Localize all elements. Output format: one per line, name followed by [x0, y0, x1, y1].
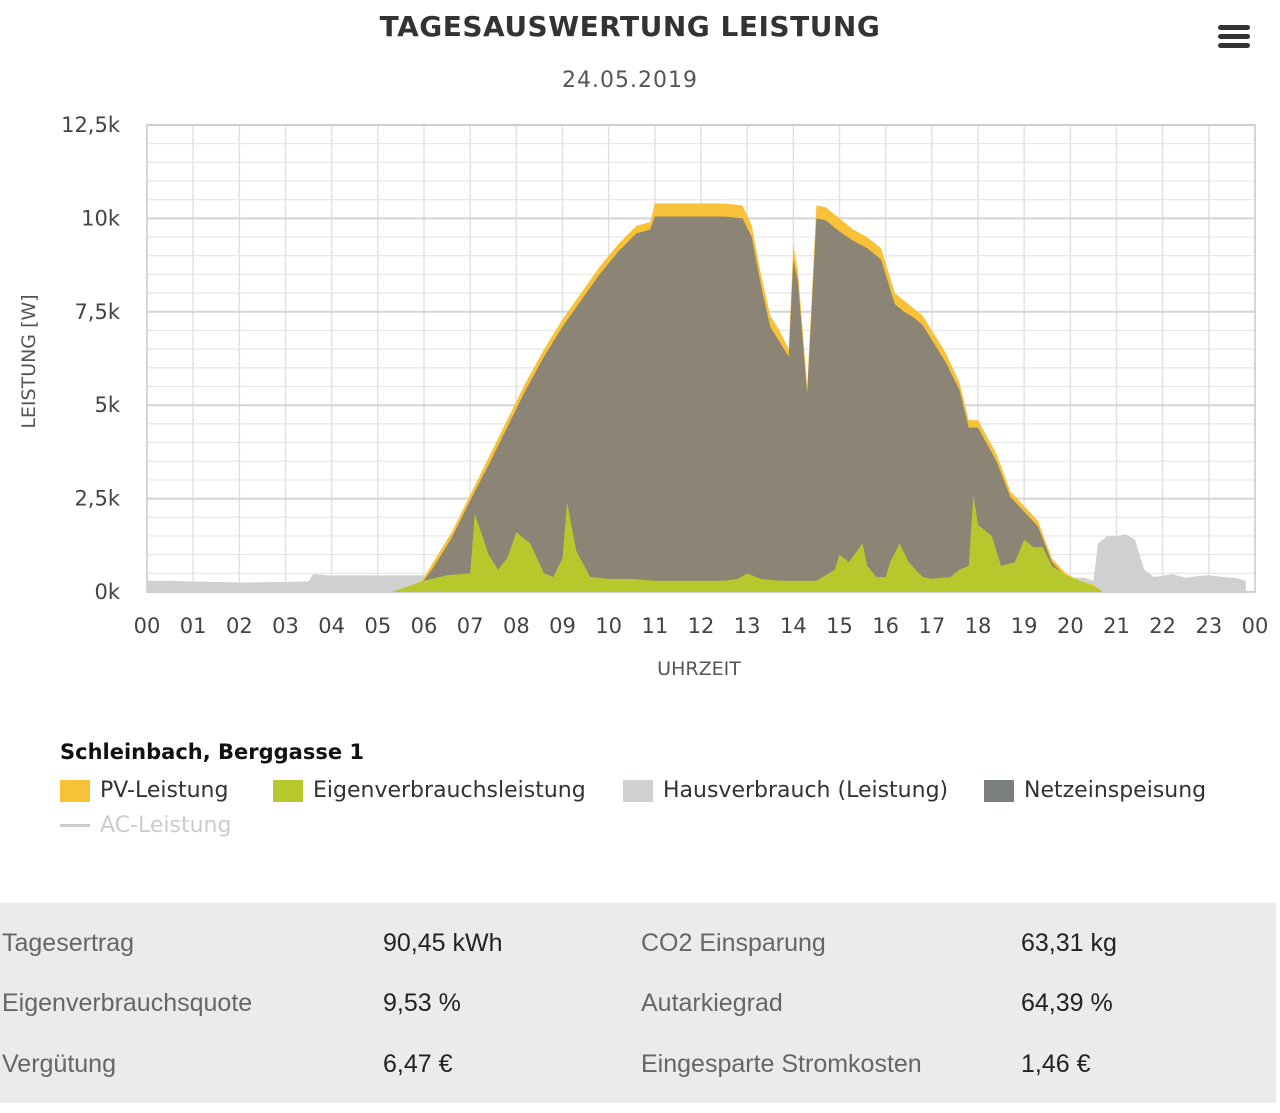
- x-tick-label: 23: [1195, 614, 1222, 638]
- area-eigenverbrauchsleistung: [391, 494, 1103, 592]
- x-tick-label: 04: [318, 614, 345, 638]
- x-tick-label: 10: [595, 614, 622, 638]
- stat-value-eigenverbrauchsquote: 9,53 %: [383, 989, 461, 1017]
- x-tick-label: 01: [180, 614, 207, 638]
- legend-swatch-hausverbrauch: [623, 779, 653, 802]
- legend-item-pv[interactable]: PV-Leistung: [60, 778, 228, 803]
- stat-value-autarkiegrad: 64,39 %: [1021, 989, 1113, 1017]
- x-tick-label: 14: [780, 614, 807, 638]
- x-tick-label: 13: [734, 614, 761, 638]
- legend-swatch-ac-leistung: [60, 824, 90, 827]
- legend-item-ac-leistung[interactable]: AC-Leistung: [60, 813, 231, 838]
- x-tick-label: 22: [1149, 614, 1176, 638]
- y-tick-label: 7,5k: [74, 300, 120, 324]
- legend-group-title: Schleinbach, Berggasse 1: [60, 740, 365, 764]
- x-tick-label: 11: [641, 614, 668, 638]
- legend-label-netzeinspeisung: Netzeinspeisung: [1024, 778, 1207, 803]
- stat-row: Vergütung 6,47 € Eingesparte Stromkosten…: [0, 1034, 1276, 1094]
- y-tick-label: 12,5k: [61, 113, 121, 137]
- hamburger-menu-icon[interactable]: [1212, 18, 1256, 58]
- chart-axes: 00 01 02 03 04 05 06 07 08 09 10 11 12 13 14 15 16 17 18 19…: [61, 113, 1268, 638]
- x-tick-label: 17: [918, 614, 945, 638]
- stat-label-verguetung: Vergütung: [2, 1050, 116, 1078]
- legend-swatch-eigenverbrauch: [273, 779, 303, 802]
- x-tick-label: 21: [1103, 614, 1130, 638]
- stat-row: Tagesertrag 90,45 kWh CO2 Einsparung 63,…: [0, 913, 1276, 973]
- x-tick-label: 02: [226, 614, 253, 638]
- x-tick-label: 00: [134, 614, 161, 638]
- daily-statistics-panel: Tagesertrag 90,45 kWh CO2 Einsparung 63,…: [0, 903, 1276, 1103]
- legend-item-hausverbrauch[interactable]: Hausverbrauch (Leistung): [623, 778, 948, 803]
- chart-areas: [147, 203, 1246, 593]
- stat-value-tagesertrag: 90,45 kWh: [383, 929, 503, 957]
- x-tick-label: 07: [457, 614, 484, 638]
- stat-value-verguetung: 6,47 €: [383, 1050, 453, 1078]
- stat-label-eigenverbrauchsquote: Eigenverbrauchsquote: [2, 989, 253, 1017]
- chart-plot: 00 01 02 03 04 05 06 07 08 09 10 11 12 13 14 15 16 17 18 19…: [18, 113, 1268, 680]
- x-tick-label: 18: [965, 614, 992, 638]
- chart-legend: Schleinbach, Berggasse 1 PV-Leistung Eig…: [60, 740, 1260, 858]
- x-tick-label: 08: [503, 614, 530, 638]
- x-tick-label: 15: [826, 614, 853, 638]
- stat-value-stromkosten: 1,46 €: [1021, 1050, 1091, 1078]
- legend-label-pv: PV-Leistung: [100, 778, 229, 803]
- area-netzeinspeisung: [391, 216, 1103, 593]
- x-tick-label: 19: [1011, 614, 1038, 638]
- legend-item-eigenverbrauch[interactable]: Eigenverbrauchsleistung: [273, 778, 586, 803]
- stat-label-co2: CO2 Einsparung: [641, 929, 826, 957]
- x-tick-label: 09: [549, 614, 576, 638]
- x-tick-label: 05: [364, 614, 391, 638]
- x-tick-label: 16: [872, 614, 899, 638]
- chart-subtitle: 24.05.2019: [562, 68, 698, 93]
- y-tick-label: 0k: [94, 580, 120, 604]
- stat-label-tagesertrag: Tagesertrag: [2, 929, 135, 957]
- legend-label-ac-leistung: AC-Leistung: [100, 813, 232, 838]
- x-tick-label: 12: [688, 614, 715, 638]
- legend-label-eigenverbrauch: Eigenverbrauchsleistung: [313, 778, 586, 803]
- x-tick-label: 00: [1242, 614, 1269, 638]
- stat-row: Eigenverbrauchsquote 9,53 % Autarkiegrad…: [0, 973, 1276, 1033]
- y-tick-label: 2,5k: [74, 487, 120, 511]
- legend-label-hausverbrauch: Hausverbrauch (Leistung): [663, 778, 949, 803]
- x-tick-label: 06: [411, 614, 438, 638]
- y-axis-title: LEISTUNG [W]: [18, 294, 40, 428]
- legend-item-netzeinspeisung[interactable]: Netzeinspeisung: [984, 778, 1206, 803]
- stat-value-co2: 63,31 kg: [1021, 929, 1117, 957]
- chart-title: TAGESAUSWERTUNG LEISTUNG: [379, 10, 881, 43]
- y-tick-label: 5k: [94, 393, 120, 417]
- y-tick-label: 10k: [81, 206, 121, 230]
- stat-label-autarkiegrad: Autarkiegrad: [641, 989, 783, 1017]
- x-tick-label: 20: [1057, 614, 1084, 638]
- legend-swatch-netzeinspeisung: [984, 779, 1014, 802]
- x-axis-title: UHRZEIT: [657, 658, 741, 680]
- stat-label-stromkosten: Eingesparte Stromkosten: [641, 1050, 922, 1078]
- legend-swatch-pv: [60, 779, 90, 802]
- x-tick-label: 03: [272, 614, 299, 638]
